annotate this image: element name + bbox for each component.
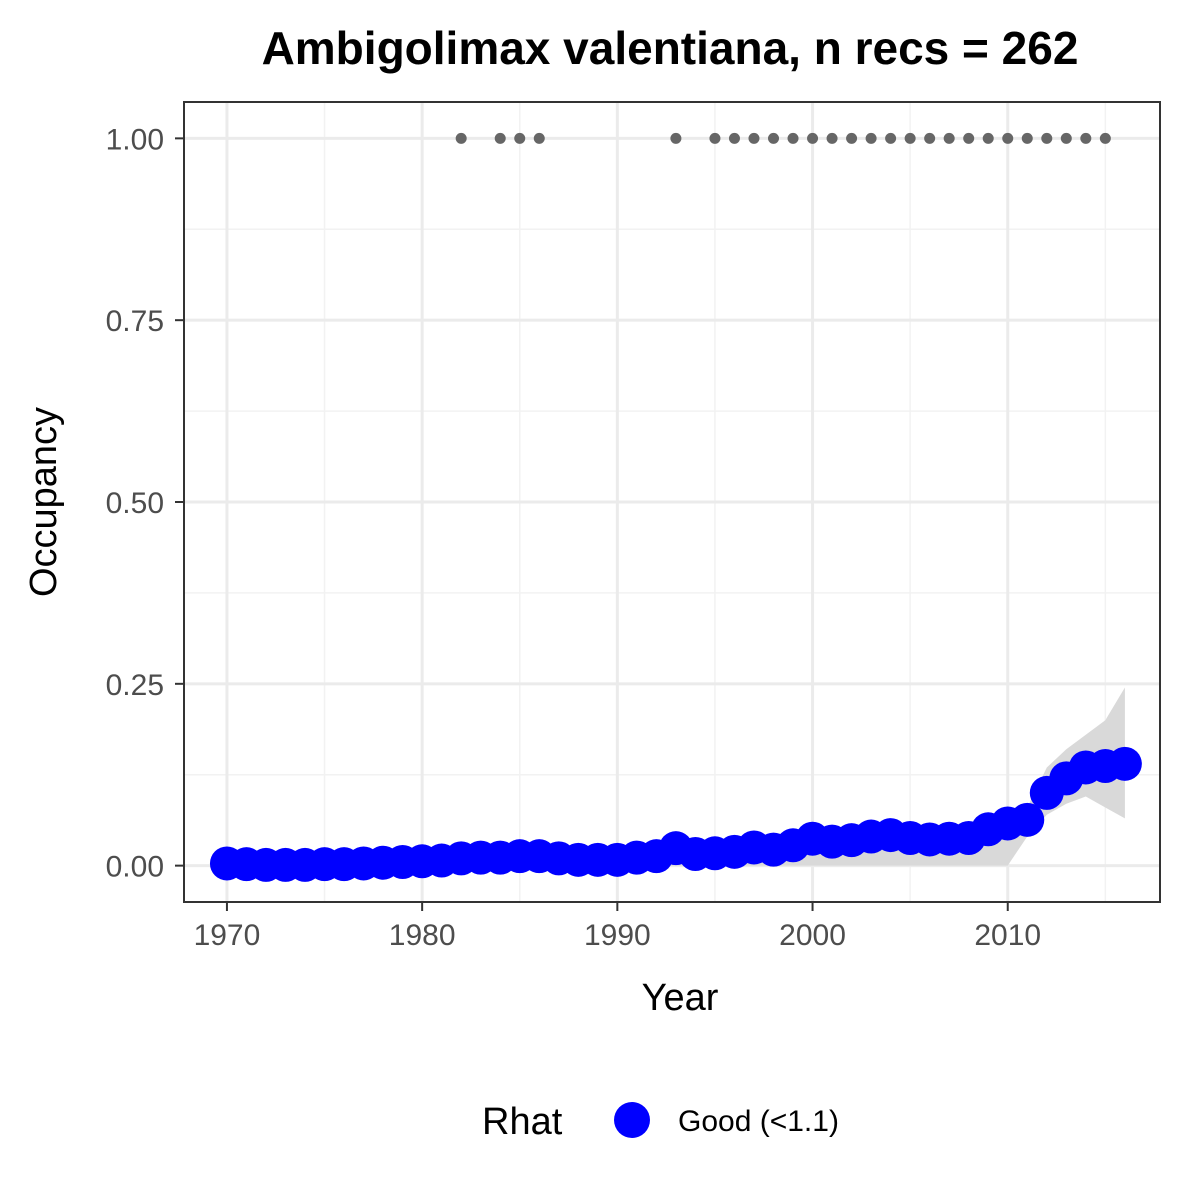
x-tick-label: 1990	[584, 919, 651, 952]
record-point	[494, 132, 506, 144]
record-point	[807, 132, 819, 144]
record-point	[943, 132, 955, 144]
record-point	[1002, 132, 1014, 144]
y-tick-label: 0.00	[106, 851, 164, 884]
record-point	[924, 132, 936, 144]
record-point	[1099, 132, 1111, 144]
record-point	[963, 132, 975, 144]
occupancy-point	[1107, 746, 1142, 781]
record-point	[709, 132, 721, 144]
record-points-layer	[455, 132, 1111, 144]
record-point	[728, 132, 740, 144]
record-point	[826, 132, 838, 144]
y-axis-title: Occupancy	[23, 407, 65, 597]
record-point	[748, 132, 760, 144]
record-point	[514, 132, 526, 144]
y-tick-label: 0.75	[106, 305, 164, 338]
x-tick-label: 2010	[974, 919, 1041, 952]
occupancy-points-layer	[209, 746, 1142, 882]
record-point	[768, 132, 780, 144]
record-point	[533, 132, 545, 144]
record-point	[455, 132, 467, 144]
occupancy-point	[1010, 802, 1045, 837]
y-tick-label: 0.50	[106, 487, 164, 520]
x-tick-label: 1970	[194, 919, 261, 952]
y-axis: 0.00 0.25 0.50 0.75 1.00	[106, 123, 184, 884]
chart-title: Ambigolimax valentiana, n recs = 262	[262, 22, 1079, 74]
y-tick-label: 1.00	[106, 123, 164, 156]
record-point	[982, 132, 994, 144]
record-point	[846, 132, 858, 144]
record-point	[670, 132, 682, 144]
y-tick-label: 0.25	[106, 669, 164, 702]
x-tick-label: 2000	[779, 919, 846, 952]
record-point	[1060, 132, 1072, 144]
grid-lines	[184, 102, 1160, 902]
x-tick-label: 1980	[389, 919, 456, 952]
record-point	[865, 132, 877, 144]
record-point	[787, 132, 799, 144]
record-point	[904, 132, 916, 144]
legend-label-good: Good (<1.1)	[678, 1105, 839, 1138]
record-point	[885, 132, 897, 144]
legend-title: Rhat	[482, 1101, 563, 1143]
record-point	[1041, 132, 1053, 144]
legend-key-good	[614, 1102, 650, 1138]
record-point	[1080, 132, 1092, 144]
record-point	[1021, 132, 1033, 144]
x-axis-title: Year	[642, 977, 719, 1019]
x-axis: 1970 1980 1990 2000 2010	[194, 902, 1041, 952]
legend: Rhat Good (<1.1)	[482, 1101, 839, 1143]
